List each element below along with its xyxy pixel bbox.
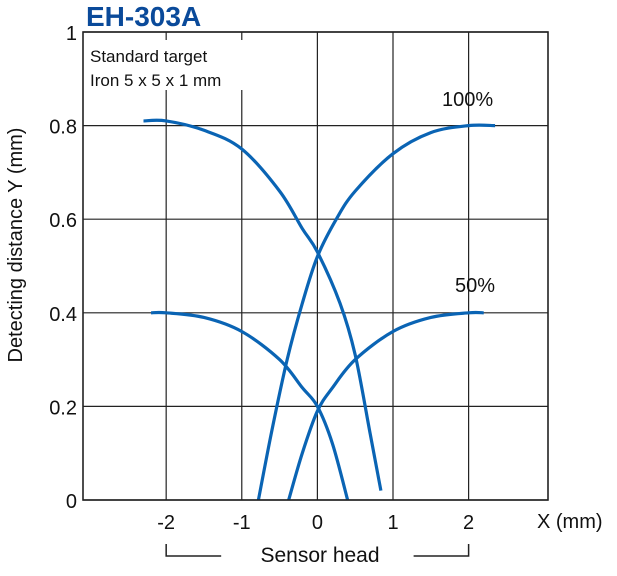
curve-100-percent bbox=[256, 123, 496, 501]
target-annotation-1: Standard target bbox=[90, 47, 207, 66]
y-axis-label: Detecting distance Y (mm) bbox=[5, 128, 27, 363]
sensor-head-label: Sensor head bbox=[260, 544, 379, 567]
curve-100-percent bbox=[143, 118, 383, 491]
x-axis-label: X (mm) bbox=[537, 511, 603, 533]
y-tick-label: 1 bbox=[66, 23, 77, 45]
y-tick-label: 0.4 bbox=[49, 304, 77, 326]
chart-title: EH-303A bbox=[86, 1, 201, 32]
bracket-right bbox=[413, 544, 470, 557]
y-tick-label: 0 bbox=[66, 491, 77, 513]
tick-labels: -2 -1 0 1 2 0 0.2 0.4 0.6 0.8 1 bbox=[49, 23, 474, 534]
sensor-head-bracket bbox=[165, 544, 470, 557]
x-tick-label: 0 bbox=[312, 512, 323, 534]
annotation-background bbox=[86, 40, 256, 90]
x-tick-label: -1 bbox=[233, 512, 251, 534]
curves bbox=[143, 118, 496, 501]
bracket-left bbox=[165, 544, 222, 557]
target-annotation-2: Iron 5 x 5 x 1 mm bbox=[90, 71, 221, 90]
x-tick-label: 1 bbox=[387, 512, 398, 534]
curve-50-percent bbox=[287, 310, 484, 501]
y-tick-label: 0.6 bbox=[49, 210, 77, 232]
plot-frame bbox=[82, 31, 549, 501]
x-tick-label: 2 bbox=[463, 512, 474, 534]
label-100-percent: 100% bbox=[442, 89, 493, 111]
x-tick-label: -2 bbox=[157, 512, 175, 534]
y-tick-label: 0.8 bbox=[49, 117, 77, 139]
curve-50-percent bbox=[151, 310, 350, 501]
label-50-percent: 50% bbox=[455, 275, 495, 297]
y-tick-label: 0.2 bbox=[49, 397, 77, 419]
